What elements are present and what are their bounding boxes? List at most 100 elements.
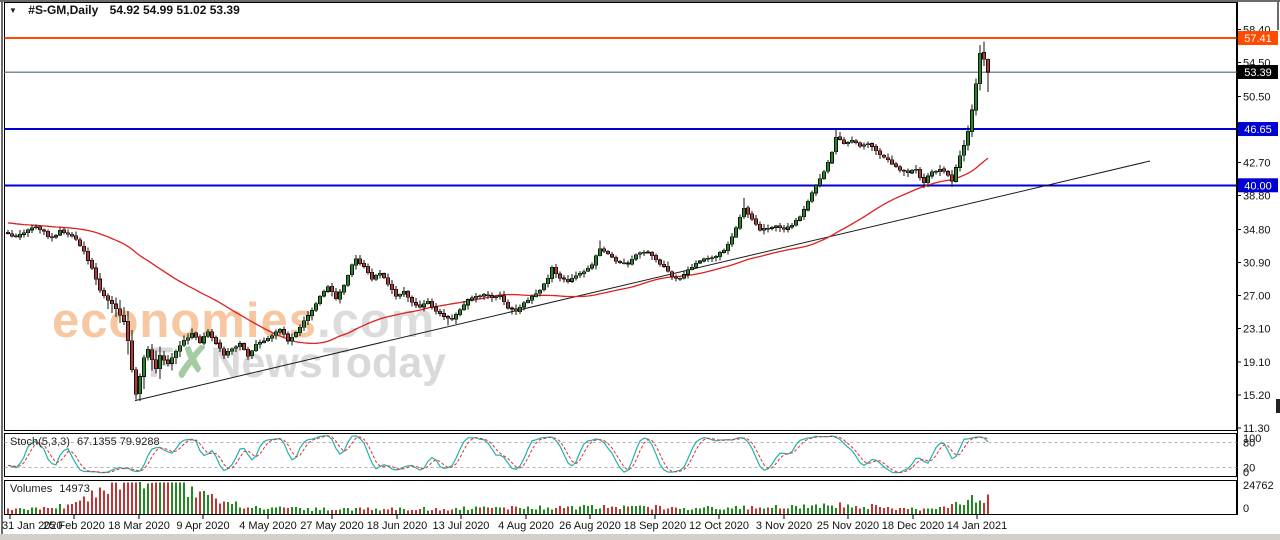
stoch-axis-label: 0 (1243, 467, 1249, 479)
volume-bar (215, 498, 217, 514)
volume-bar (295, 506, 297, 514)
volume-bar (363, 509, 365, 514)
volume-bar (47, 508, 49, 514)
volume-bar (863, 506, 865, 514)
volume-bar (203, 490, 205, 514)
volume-bar (127, 482, 129, 514)
volume-bar (435, 508, 437, 514)
volume-bar (307, 508, 309, 514)
stoch-name: Stoch(5,3,3) (10, 436, 70, 448)
time-axis-scale[interactable] (4, 516, 1237, 538)
volume-bar (11, 509, 13, 514)
volumes-indicator-label: Volumes 14973 (10, 483, 90, 495)
volume-bar (495, 506, 497, 514)
volume-bar (455, 508, 457, 514)
volume-bar (539, 505, 541, 514)
ohlc-values: 54.92 54.99 51.02 53.39 (109, 3, 240, 17)
volume-bar (627, 506, 629, 514)
volume-bar (407, 510, 409, 514)
volume-bar (383, 508, 385, 514)
time-tick-label: 9 Apr 2020 (176, 520, 229, 532)
volume-bar (783, 508, 785, 514)
volume-bar (275, 507, 277, 514)
volume-bar (607, 507, 609, 514)
stoch-indicator-label: Stoch(5,3,3) 67.1355 79.9288 (10, 436, 160, 448)
stoch-axis-label: 20 (1243, 463, 1255, 475)
volume-bar (63, 508, 65, 514)
candles-layer (6, 41, 990, 401)
volume-bar (95, 497, 97, 514)
volume-axis-label: 0 (1243, 503, 1249, 515)
volume-bar (931, 508, 933, 514)
volume-bar (659, 506, 661, 514)
volume-bar (43, 507, 45, 514)
volume-bar (883, 507, 885, 514)
price-badge (1238, 122, 1278, 137)
volume-bar (787, 508, 789, 514)
price-tick-label: 30.90 (1243, 257, 1271, 269)
volume-bar (239, 507, 241, 514)
volume-bar (835, 507, 837, 514)
volume-bar (599, 508, 601, 514)
volume-bar (223, 501, 225, 514)
volume-bar (331, 510, 333, 514)
volume-bar (679, 509, 681, 514)
volume-bar (359, 507, 361, 514)
time-tick-label: 18 Dec 2020 (882, 520, 944, 532)
volume-bar (823, 503, 825, 514)
volume-bar (543, 509, 545, 514)
volume-bar (263, 509, 265, 514)
volume-bar (75, 501, 77, 514)
volume-bar (675, 507, 677, 514)
volume-bar (723, 509, 725, 514)
volume-bar (967, 499, 969, 514)
window-frame-left (1, 0, 3, 535)
price-tick-label: 23.10 (1243, 323, 1271, 335)
volume-bar (347, 508, 349, 514)
volume-bar (343, 507, 345, 514)
volume-bar (707, 505, 709, 514)
volume-bar (147, 483, 149, 514)
volume-bar (795, 506, 797, 514)
volume-bar (67, 504, 69, 514)
volume-bar (227, 502, 229, 514)
volume-bar (663, 509, 665, 514)
volume-bar (379, 510, 381, 514)
volume-bar (503, 507, 505, 514)
window-status-strip (0, 534, 1280, 540)
volume-bar (851, 507, 853, 514)
volume-bar (403, 508, 405, 514)
volume-bar (519, 507, 521, 514)
volume-bar (963, 505, 965, 514)
volume-bar (891, 508, 893, 514)
stoch-panel-border (4, 433, 1237, 477)
volume-bar (247, 507, 249, 514)
volume-bar (775, 504, 777, 514)
price-tick-label: 38.80 (1243, 190, 1271, 202)
volume-bar (839, 502, 841, 514)
volume-bar (971, 494, 973, 514)
stoch-axis-label: 100 (1243, 433, 1261, 445)
volume-bar (423, 507, 425, 514)
volume-bar (975, 502, 977, 514)
volume-bar (759, 507, 761, 514)
volume-bar (135, 482, 137, 514)
volume-bar (87, 501, 89, 514)
time-tick-label: 18 Jun 2020 (367, 520, 428, 532)
volume-bar (691, 509, 693, 514)
volume-bar (739, 508, 741, 514)
volume-bar (327, 510, 329, 514)
volume-bar (919, 510, 921, 514)
price-badge-value: 46.65 (1244, 124, 1272, 136)
price-tick-label: 19.10 (1243, 357, 1271, 369)
collapse-arrow-icon[interactable]: ▼ (9, 6, 17, 15)
volume-bar (983, 502, 985, 514)
volume-bar (283, 507, 285, 514)
volume-bar (843, 507, 845, 514)
volume-bar (279, 506, 281, 514)
volume-bar (831, 505, 833, 514)
volume-bar (799, 508, 801, 514)
volume-bar (895, 510, 897, 514)
stoch-axis-label: 80 (1243, 437, 1255, 449)
